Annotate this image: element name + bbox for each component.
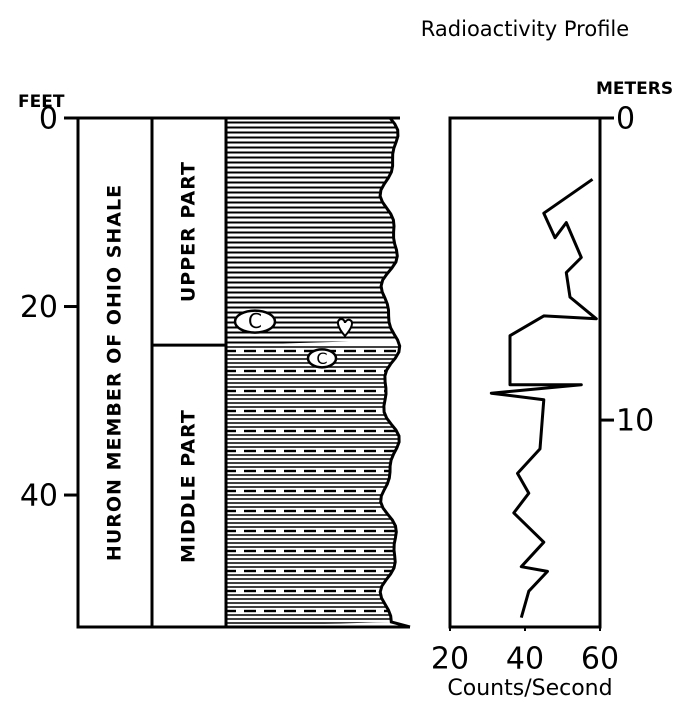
y2-tick-label: 0 [616,102,635,137]
y2-tick-label: 10 [616,404,654,439]
middle-shale-fill [226,345,400,627]
concretion-label: C [316,349,327,368]
x-tick-label: 60 [581,642,619,677]
chart: FEET METERS HURON MEMBER OF OHIO SHALEUP… [0,0,699,713]
profile-line [491,179,596,617]
y-tick-label: 0 [39,102,58,137]
formation-label: HURON MEMBER OF OHIO SHALE [104,184,126,561]
y-tick-label: 40 [20,479,58,514]
x-tick-label: 20 [431,642,469,677]
unit-label: UPPER PART [178,161,200,302]
x-axis-label: Counts/Second [420,676,640,701]
unit-label: MIDDLE PART [178,409,200,563]
x-tick-label: 40 [506,642,544,677]
chart-title: Radioactivity Profile [420,16,630,42]
y2-axis-label: METERS [596,79,673,99]
plot-frame [450,118,600,627]
y-tick-label: 20 [20,290,58,325]
page: FEET METERS HURON MEMBER OF OHIO SHALEUP… [0,0,699,713]
concretion-label: C [248,309,262,333]
